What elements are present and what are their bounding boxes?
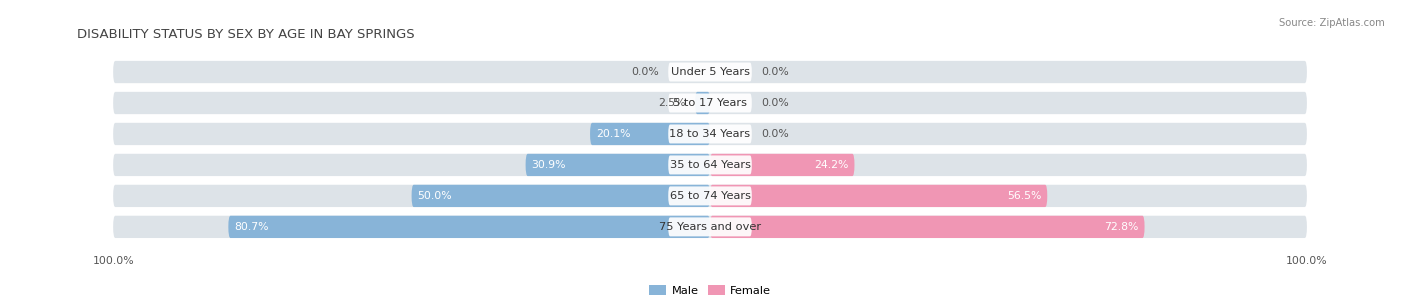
- Text: 56.5%: 56.5%: [1007, 191, 1042, 201]
- FancyBboxPatch shape: [668, 94, 752, 113]
- FancyBboxPatch shape: [668, 124, 752, 143]
- Text: 5 to 17 Years: 5 to 17 Years: [673, 98, 747, 108]
- FancyBboxPatch shape: [668, 186, 752, 205]
- FancyBboxPatch shape: [591, 123, 710, 145]
- FancyBboxPatch shape: [112, 216, 1308, 238]
- Text: 80.7%: 80.7%: [235, 222, 269, 232]
- FancyBboxPatch shape: [695, 92, 710, 114]
- Text: DISABILITY STATUS BY SEX BY AGE IN BAY SPRINGS: DISABILITY STATUS BY SEX BY AGE IN BAY S…: [77, 28, 415, 41]
- Text: 2.5%: 2.5%: [658, 98, 686, 108]
- FancyBboxPatch shape: [112, 61, 1308, 83]
- Text: 0.0%: 0.0%: [761, 98, 789, 108]
- FancyBboxPatch shape: [112, 185, 1308, 207]
- FancyBboxPatch shape: [112, 154, 1308, 176]
- Text: 30.9%: 30.9%: [531, 160, 567, 170]
- FancyBboxPatch shape: [112, 123, 1308, 145]
- Text: 0.0%: 0.0%: [631, 67, 659, 77]
- Text: Under 5 Years: Under 5 Years: [671, 67, 749, 77]
- Text: 75 Years and over: 75 Years and over: [659, 222, 761, 232]
- Text: 72.8%: 72.8%: [1104, 222, 1139, 232]
- FancyBboxPatch shape: [526, 154, 710, 176]
- Text: 65 to 74 Years: 65 to 74 Years: [669, 191, 751, 201]
- Text: 0.0%: 0.0%: [761, 67, 789, 77]
- FancyBboxPatch shape: [668, 156, 752, 174]
- FancyBboxPatch shape: [710, 216, 1144, 238]
- FancyBboxPatch shape: [228, 216, 710, 238]
- Text: 18 to 34 Years: 18 to 34 Years: [669, 129, 751, 139]
- Text: 24.2%: 24.2%: [814, 160, 848, 170]
- Legend: Male, Female: Male, Female: [644, 281, 776, 301]
- FancyBboxPatch shape: [710, 185, 1047, 207]
- Text: Source: ZipAtlas.com: Source: ZipAtlas.com: [1279, 18, 1385, 28]
- FancyBboxPatch shape: [668, 217, 752, 236]
- FancyBboxPatch shape: [112, 92, 1308, 114]
- FancyBboxPatch shape: [668, 63, 752, 81]
- Text: 35 to 64 Years: 35 to 64 Years: [669, 160, 751, 170]
- Text: 20.1%: 20.1%: [596, 129, 630, 139]
- Text: 0.0%: 0.0%: [761, 129, 789, 139]
- Text: 50.0%: 50.0%: [418, 191, 453, 201]
- FancyBboxPatch shape: [412, 185, 710, 207]
- FancyBboxPatch shape: [710, 154, 855, 176]
